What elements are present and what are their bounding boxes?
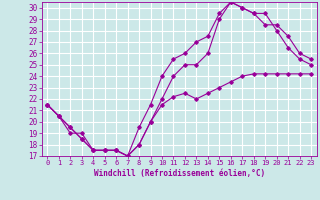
X-axis label: Windchill (Refroidissement éolien,°C): Windchill (Refroidissement éolien,°C) (94, 169, 265, 178)
